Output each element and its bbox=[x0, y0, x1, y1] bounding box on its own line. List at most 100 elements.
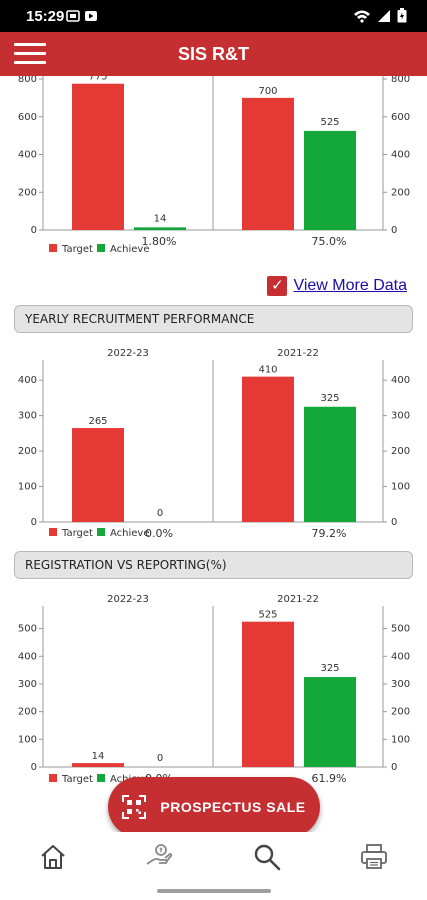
legend-achieve-swatch bbox=[97, 528, 105, 536]
bar-target bbox=[242, 621, 294, 767]
bar-target bbox=[72, 763, 124, 767]
y-tick-label: 600 bbox=[391, 112, 410, 123]
legend-achieve-label: Achieve bbox=[110, 244, 150, 255]
panel-percent-label: 75.0% bbox=[312, 235, 347, 248]
y-tick-label: 400 bbox=[18, 375, 37, 386]
legend-target-label: Target bbox=[61, 244, 93, 255]
y-tick-label: 100 bbox=[391, 482, 410, 493]
legend-achieve-swatch bbox=[97, 774, 105, 782]
printer-icon[interactable] bbox=[359, 842, 389, 872]
bar-target-value: 265 bbox=[88, 416, 107, 427]
y-tick-label: 0 bbox=[391, 225, 397, 236]
notification-icons bbox=[66, 10, 98, 22]
panel-period-label: 2022-23 bbox=[107, 348, 149, 359]
y-tick-label: 600 bbox=[18, 112, 37, 123]
y-tick-label: 0 bbox=[391, 762, 397, 773]
bar-target-value: 700 bbox=[258, 86, 277, 97]
y-tick-label: 200 bbox=[391, 707, 410, 718]
battery-icon bbox=[397, 8, 407, 23]
y-tick-label: 300 bbox=[391, 411, 410, 422]
legend-target-swatch bbox=[49, 528, 57, 536]
panel-percent-label: 79.2% bbox=[312, 527, 347, 540]
status-time: 15:29 bbox=[26, 8, 65, 25]
y-tick-label: 100 bbox=[391, 734, 410, 745]
y-tick-label: 200 bbox=[391, 446, 410, 457]
legend-target-label: Target bbox=[61, 528, 93, 539]
bar-achieve-value: 0 bbox=[157, 508, 163, 519]
bar-achieve-value: 525 bbox=[320, 117, 339, 128]
view-more-checkbox[interactable]: ✓ bbox=[267, 276, 288, 296]
y-tick-label: 400 bbox=[391, 150, 410, 161]
y-tick-label: 0 bbox=[31, 225, 37, 236]
legend-target-swatch bbox=[49, 774, 57, 782]
legend-target-swatch bbox=[49, 244, 57, 252]
menu-icon[interactable] bbox=[14, 43, 46, 65]
bar-target bbox=[242, 97, 294, 230]
recruitment-chart: 0 0 100 100 200 200 300 300 400 400 2022-23 265 0 0.0… bbox=[18, 348, 410, 540]
prospectus-sale-button[interactable]: PROSPECTUS SALE bbox=[108, 777, 320, 837]
bar-target-value: 14 bbox=[92, 751, 105, 762]
y-tick-label: 800 bbox=[18, 76, 37, 85]
signal-icon bbox=[378, 9, 390, 22]
section-header-registration: REGISTRATION VS REPORTING(%) bbox=[14, 551, 413, 579]
wifi-icon bbox=[354, 10, 370, 23]
app-title: SIS R&T bbox=[177, 44, 249, 64]
y-tick-label: 400 bbox=[391, 375, 410, 386]
bottom-nav bbox=[0, 832, 427, 882]
section-header-recruitment: YEARLY RECRUITMENT PERFORMANCE bbox=[14, 305, 413, 333]
bar-achieve-value: 325 bbox=[320, 663, 339, 674]
bar-achieve bbox=[134, 227, 186, 230]
bar-achieve bbox=[304, 677, 356, 767]
y-tick-label: 200 bbox=[18, 446, 37, 457]
admissions-chart: 0 0 200 200 400 400 600 600 800 800 775 14 1.80% 700 5… bbox=[18, 76, 410, 255]
bar-achieve bbox=[304, 406, 356, 522]
y-tick-label: 200 bbox=[18, 707, 37, 718]
legend-target-label: Target bbox=[61, 774, 93, 785]
y-tick-label: 400 bbox=[18, 150, 37, 161]
status-bar: 15:29 bbox=[0, 0, 427, 32]
y-tick-label: 0 bbox=[31, 517, 37, 528]
y-tick-label: 100 bbox=[18, 734, 37, 745]
y-tick-label: 0 bbox=[31, 762, 37, 773]
bar-target bbox=[72, 83, 124, 230]
app-bar: SIS R&T bbox=[0, 32, 427, 76]
panel-period-label: 2021-22 bbox=[277, 594, 319, 605]
prospectus-sale-label: PROSPECTUS SALE bbox=[160, 799, 306, 815]
y-tick-label: 800 bbox=[391, 76, 410, 85]
y-tick-label: 300 bbox=[18, 679, 37, 690]
legend-achieve-label: Achieve bbox=[110, 528, 150, 539]
hand-money-icon[interactable] bbox=[144, 842, 174, 872]
gallery-notification-icon bbox=[66, 10, 80, 22]
y-tick-label: 400 bbox=[18, 651, 37, 662]
panel-percent-label: 1.80% bbox=[142, 235, 177, 248]
panel-percent-label: 61.9% bbox=[312, 772, 347, 785]
bar-achieve bbox=[304, 130, 356, 230]
y-tick-label: 200 bbox=[391, 187, 410, 198]
y-tick-label: 200 bbox=[18, 187, 37, 198]
registration-chart: 0 0 100 100 200 200 300 300 400 400 500 500 2022-23 1… bbox=[18, 594, 410, 785]
video-notification-icon bbox=[85, 11, 97, 21]
y-tick-label: 100 bbox=[18, 482, 37, 493]
view-more-link[interactable]: View More Data bbox=[293, 277, 407, 294]
bar-target-value: 525 bbox=[258, 610, 277, 621]
view-more-toggle[interactable]: ✓ View More Data bbox=[267, 276, 407, 296]
bar-achieve-value: 14 bbox=[154, 213, 167, 224]
bar-target bbox=[72, 428, 124, 522]
panel-period-label: 2022-23 bbox=[107, 594, 149, 605]
legend-achieve-swatch bbox=[97, 244, 105, 252]
bar-target-value: 775 bbox=[88, 76, 107, 83]
panel-percent-label: 0.0% bbox=[145, 527, 173, 540]
search-icon[interactable] bbox=[252, 842, 282, 872]
y-tick-label: 500 bbox=[391, 624, 410, 635]
system-icons bbox=[353, 8, 407, 23]
panel-period-label: 2021-22 bbox=[277, 348, 319, 359]
dashboard-content[interactable]: 0 0 200 200 400 400 600 600 800 800 775 14 1.80% 700 5… bbox=[0, 76, 427, 832]
qr-scan-icon bbox=[122, 795, 147, 819]
y-tick-label: 300 bbox=[391, 679, 410, 690]
bar-target bbox=[242, 376, 294, 522]
home-icon[interactable] bbox=[38, 842, 68, 872]
y-tick-label: 500 bbox=[18, 624, 37, 635]
bar-achieve-value: 325 bbox=[320, 393, 339, 404]
gesture-bar[interactable] bbox=[157, 889, 271, 893]
y-tick-label: 400 bbox=[391, 651, 410, 662]
